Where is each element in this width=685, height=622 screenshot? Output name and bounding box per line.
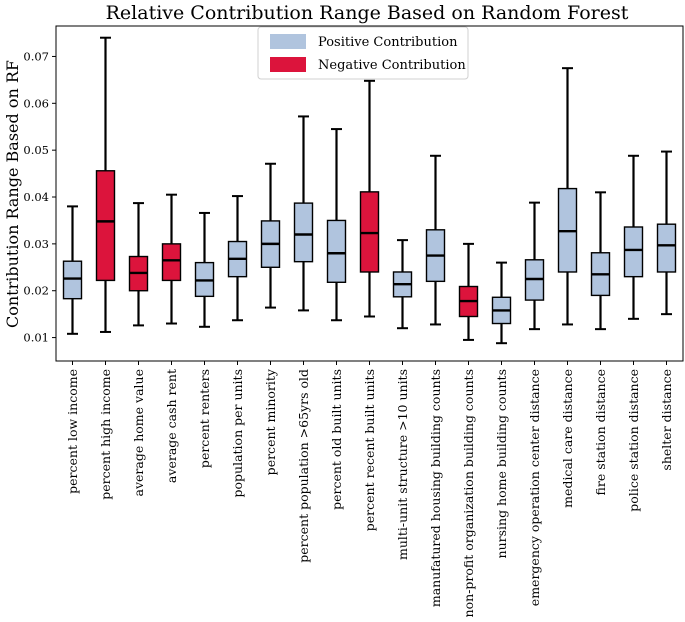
y-tick-label: 0.04 bbox=[23, 190, 49, 204]
x-tick-label: medical care distance bbox=[560, 369, 575, 508]
legend-label-negative: Negative Contribution bbox=[318, 58, 466, 73]
x-tick-label: percent renters bbox=[197, 369, 212, 468]
legend-swatch-negative bbox=[270, 57, 306, 72]
x-tick-label: percent recent built units bbox=[362, 369, 377, 531]
y-tick-label: 0.05 bbox=[23, 143, 49, 157]
x-tick-label: percent old built units bbox=[329, 369, 344, 510]
x-tick-label: percent minority bbox=[263, 368, 278, 475]
box-positive bbox=[623, 226, 644, 278]
x-tick-label: multi-unit structure >10 units bbox=[395, 369, 410, 560]
legend-swatch-positive bbox=[270, 34, 306, 49]
x-tick-label: police station distance bbox=[626, 369, 641, 512]
x-tick-label: average home value bbox=[131, 369, 146, 496]
y-tick-label: 0.01 bbox=[23, 331, 49, 345]
x-tick-label: average cash rent bbox=[164, 369, 179, 483]
x-tick-label: population per units bbox=[230, 369, 245, 498]
y-tick-label: 0.02 bbox=[23, 284, 49, 298]
box-positive bbox=[326, 219, 347, 283]
plot-area: 0.01 0.02 0.03 0.04 0.05 0.06 0.07 percent low … bbox=[23, 25, 684, 617]
legend-frame bbox=[257, 26, 469, 80]
chart-title: Relative Contribution Range Based on Ran… bbox=[106, 2, 629, 24]
x-tick-label: percent population >65yrs old bbox=[296, 369, 311, 563]
box-positive bbox=[656, 223, 677, 273]
box-positive bbox=[62, 260, 83, 300]
x-tick-label: emergency operation center distance bbox=[527, 369, 542, 606]
box-negative bbox=[161, 243, 182, 282]
x-tick-label: manufatured housing building counts bbox=[428, 369, 443, 607]
x-tick-label: non-profit organization building counts bbox=[461, 369, 476, 617]
x-tick-label: shelter distance bbox=[659, 369, 674, 471]
x-tick-label: fire station distance bbox=[593, 369, 608, 495]
legend: Positive Contribution Negative Contribut… bbox=[257, 26, 469, 80]
y-axis-label: Contribution Range Based on RF bbox=[3, 60, 22, 328]
x-tick-label: nursing home building counts bbox=[494, 369, 509, 558]
x-tick-label: percent high income bbox=[98, 369, 113, 500]
x-tick-label: percent low income bbox=[65, 369, 80, 494]
legend-label-positive: Positive Contribution bbox=[318, 35, 458, 50]
y-tick-label: 0.07 bbox=[23, 49, 49, 63]
y-tick-label: 0.03 bbox=[23, 237, 49, 251]
box-positive bbox=[293, 202, 314, 263]
y-tick-label: 0.06 bbox=[23, 96, 49, 110]
box-negative bbox=[95, 170, 116, 282]
